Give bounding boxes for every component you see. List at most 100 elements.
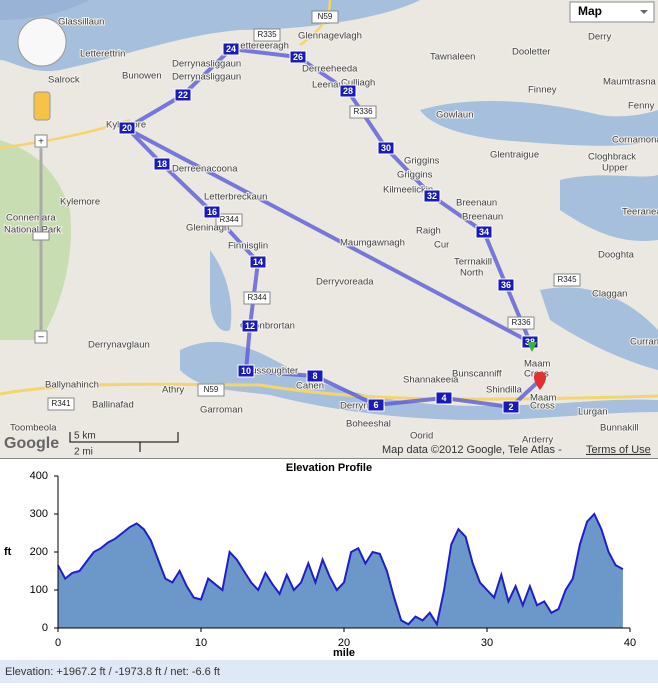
place-label: Breenaun	[456, 198, 497, 209]
place-label: Boheeshal	[346, 419, 391, 430]
elevation-chart: 0 100 200 300 400 0 10 20 30 40	[30, 470, 636, 649]
route-marker	[153, 157, 171, 171]
end-pin	[534, 372, 546, 390]
place-label: Maam	[530, 393, 556, 404]
zoom-out[interactable]	[34, 330, 48, 344]
place-label: North	[460, 268, 483, 279]
route-marker	[423, 189, 441, 203]
place-label: Derrynavglaun	[88, 340, 150, 351]
route-marker	[377, 141, 395, 155]
route-marker	[222, 42, 240, 56]
route-marker-label: 34	[479, 227, 489, 237]
place-label: Derryvoreada	[316, 277, 374, 288]
place-label: Teeranea	[622, 207, 658, 218]
place-label: Cloghbrack	[588, 152, 636, 163]
route-marker	[367, 398, 385, 412]
terms-link[interactable]: Terms of Use	[586, 444, 651, 456]
route-marker-label: 24	[226, 44, 236, 54]
place-label: Claggan	[592, 289, 627, 300]
place-label: Cross	[530, 401, 555, 412]
place-label: Arderry	[522, 435, 553, 446]
place-label: Ballinafad	[92, 400, 134, 411]
map: Glassillaun Lettereeragh Glennagevlagh Tawn…	[0, 0, 658, 458]
place-label: Tawnaleen	[430, 52, 475, 63]
attribution: Map data ©2012 Google, Tele Atlas -	[382, 444, 562, 456]
route-marker-label: 26	[293, 52, 303, 62]
road-label: R335	[257, 30, 277, 39]
place-label: Glentraigue	[490, 150, 539, 161]
place-label: Bunscanniff	[452, 369, 502, 380]
place-label: Salrock	[48, 75, 80, 86]
scale-mi: 2 mi	[74, 447, 93, 458]
zoom-in-label: +	[38, 137, 44, 148]
elevation-line	[57, 512, 624, 627]
place-label: Breenaun	[462, 212, 503, 223]
google-logo: Google	[4, 435, 59, 452]
route-marker-label: 30	[381, 143, 391, 153]
place-label: Griggins	[397, 170, 433, 181]
road-label: N59	[204, 385, 219, 394]
route-marker-label: 32	[427, 191, 437, 201]
road-shield	[197, 383, 225, 397]
route-marker-label: 8	[312, 371, 317, 381]
place-label: Letterbreckaun	[204, 192, 267, 203]
y-tick-label: 0	[42, 622, 48, 634]
x-tick-label: 30	[481, 637, 493, 649]
route-marker-label: 18	[157, 159, 167, 169]
place-label: Connemara	[6, 213, 56, 224]
road-shield	[243, 291, 271, 305]
place-label: Finnisglin	[228, 241, 268, 252]
place-label: Toombeola	[10, 423, 57, 434]
place-label: Cornamona	[612, 135, 658, 146]
road-shield	[215, 213, 243, 227]
route-marker-label: 12	[245, 321, 255, 331]
place-label: Derreenacoona	[172, 164, 238, 175]
road-label: R341	[51, 399, 71, 408]
place-label: Maumtrasna	[603, 77, 657, 88]
route-marker	[475, 225, 493, 239]
place-label: Lurgan	[578, 407, 608, 418]
place-label: Garroman	[200, 405, 243, 416]
x-tick-label: 0	[55, 637, 61, 649]
route-marker	[289, 50, 307, 64]
place-label: Fenny	[628, 101, 655, 112]
place-label: Derry	[588, 32, 611, 43]
road-label: R344	[219, 215, 239, 224]
place-label: Oorid	[410, 431, 433, 442]
pan-control[interactable]	[17, 17, 67, 67]
route-marker-label: 16	[207, 207, 217, 217]
route-marker-label: 14	[253, 257, 263, 267]
route-marker-label: 2	[508, 402, 513, 412]
place-label: Athry	[162, 385, 184, 396]
road-label: N59	[318, 12, 333, 21]
map-type-button[interactable]	[569, 1, 655, 23]
route-marker-label: 38	[525, 337, 535, 347]
zoom-in[interactable]	[34, 134, 48, 148]
y-tick-label: 400	[30, 470, 48, 482]
place-label: Shindilla	[486, 385, 523, 396]
place-label: Upper	[602, 163, 628, 174]
route-marker-label: 10	[241, 366, 251, 376]
place-label: Finney	[528, 85, 557, 96]
place-label: Bunowen	[122, 71, 162, 82]
dropdown-arrow	[640, 10, 648, 14]
route-marker	[249, 255, 267, 269]
road-shield	[553, 273, 581, 287]
route-marker-label: 20	[122, 123, 132, 133]
place-label: Dooghta	[598, 250, 635, 261]
x-tick-label: 40	[624, 637, 636, 649]
x-axis-label: mile	[333, 647, 355, 659]
road-shield	[47, 397, 75, 411]
x-tick-label: 20	[338, 637, 350, 649]
place-label: Kilmeelickin	[383, 185, 433, 196]
place-label: Glennagevlagh	[298, 31, 362, 42]
road-shield	[507, 316, 535, 330]
route-marker	[502, 400, 520, 414]
zoom-handle[interactable]	[32, 231, 50, 241]
pegman[interactable]	[33, 91, 51, 121]
y-axis-label: ft	[4, 546, 12, 558]
x-tick-label: 10	[195, 637, 207, 649]
place-label: Griggins	[404, 156, 440, 167]
route-marker-label: 6	[373, 400, 378, 410]
